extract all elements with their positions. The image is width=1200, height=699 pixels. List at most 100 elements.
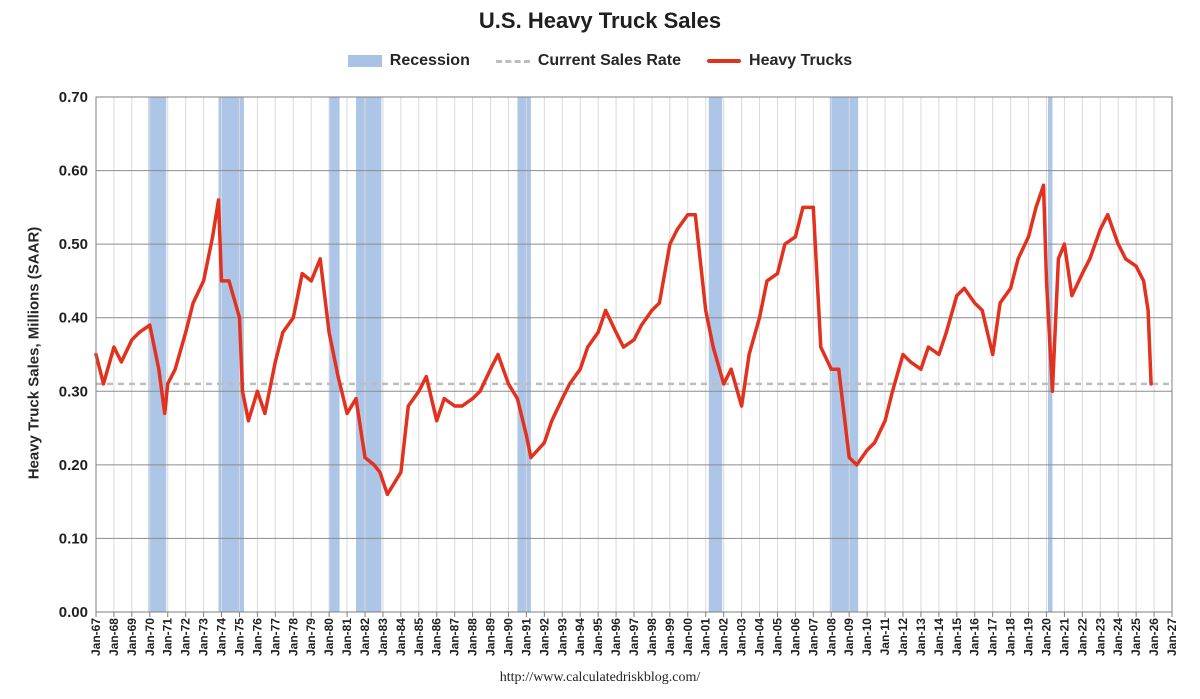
y-tick-label: 0.10: [59, 530, 88, 547]
heavy-trucks-point: [847, 455, 851, 460]
heavy-trucks-point: [524, 433, 529, 438]
heavy-trucks-point: [829, 367, 833, 371]
heavy-trucks-point: [345, 411, 349, 415]
x-tick-label: Jan-17: [986, 618, 1000, 656]
y-tick-label: 0.40: [59, 310, 88, 327]
heavy-trucks-point: [1134, 264, 1138, 268]
heavy-trucks-point: [650, 308, 654, 312]
x-tick-label: Jan-72: [179, 618, 193, 656]
legend-item-heavy-trucks: Heavy Trucks: [707, 52, 852, 70]
x-tick-label: Jan-71: [161, 618, 175, 656]
heavy-trucks-point: [1041, 183, 1046, 187]
heavy-trucks-point: [406, 404, 410, 408]
heavy-trucks-point: [506, 382, 511, 386]
heavy-trucks-point: [586, 345, 590, 349]
heavy-trucks-point: [130, 338, 134, 342]
x-tick-label: Jan-89: [484, 618, 498, 656]
x-tick-label: Jan-07: [806, 618, 820, 656]
heavy-trucks-point: [901, 352, 905, 357]
heavy-trucks-point: [614, 330, 618, 335]
heavy-trucks-point: [173, 367, 177, 371]
heavy-trucks-point: [112, 345, 116, 349]
heavy-trucks-point: [560, 397, 564, 401]
x-tick-label: Jan-82: [358, 618, 372, 656]
heavy-trucks-point: [550, 419, 554, 423]
heavy-trucks-point: [811, 205, 815, 209]
heavy-trucks-point: [273, 360, 277, 364]
source-url: http://www.calculatedriskblog.com/: [499, 670, 701, 685]
recession-band-7: [829, 97, 859, 612]
x-tick-label: Jan-15: [950, 618, 964, 656]
heavy-trucks-point: [219, 279, 224, 283]
heavy-trucks-point: [991, 352, 995, 357]
recession-band-4: [356, 97, 382, 612]
heavy-trucks-point: [318, 257, 322, 261]
heavy-trucks-point: [1056, 257, 1061, 261]
chart-title: U.S. Heavy Truck Sales: [478, 8, 722, 33]
heavy-trucks-point: [515, 397, 520, 401]
x-tick-label: Jan-81: [340, 618, 354, 656]
x-axis-ticks: Jan-67 Jan-68 Jan-69 Jan-70 Jan-71 Jan-72 Jan-…: [89, 612, 1179, 656]
legend-label-current-sales-rate: Current Sales Rate: [537, 52, 682, 69]
heavy-trucks-point: [1080, 271, 1084, 276]
heavy-trucks-point: [657, 301, 662, 305]
heavy-trucks-point: [542, 441, 546, 445]
heavy-trucks-point: [837, 367, 841, 371]
x-tick-label: Jan-06: [788, 618, 802, 656]
y-axis-ticks: 0.00 0.10 0.20 0.30 0.40 0.50 0.60 0.70: [59, 89, 88, 621]
x-tick-label: Jan-24: [1111, 618, 1125, 656]
heavy-trucks-point: [621, 345, 626, 349]
x-tick-label: Jan-20: [1039, 618, 1053, 656]
x-tick-label: Jan-08: [824, 618, 838, 656]
heavy-trucks-point: [529, 455, 533, 460]
heavy-trucks-point: [166, 382, 170, 386]
heavy-trucks-point: [604, 308, 608, 312]
heavy-trucks-point: [216, 198, 221, 202]
heavy-trucks-point: [385, 492, 390, 496]
heavy-trucks-point: [210, 235, 215, 239]
heavy-trucks-point: [1062, 242, 1066, 246]
x-tick-label: Jan-04: [753, 618, 767, 656]
legend-item-recession: Recession: [347, 52, 470, 70]
heavy-trucks-point: [919, 367, 923, 371]
heavy-trucks-point: [191, 301, 195, 305]
x-tick-label: Jan-96: [609, 618, 623, 656]
heavy-trucks-point: [926, 345, 931, 349]
heavy-trucks-point: [1034, 205, 1038, 209]
x-tick-label: Jan-83: [376, 618, 390, 656]
heavy-trucks-point: [639, 323, 644, 327]
heavy-trucks-point: [184, 330, 188, 335]
x-tick-label: Jan-13: [914, 618, 928, 656]
heavy-trucks-point: [119, 360, 124, 364]
heavy-trucks-point: [372, 463, 376, 467]
x-tick-label: Jan-77: [268, 618, 282, 656]
heavy-trucks-point: [1044, 279, 1049, 283]
heavy-trucks-point: [596, 330, 600, 335]
heavy-trucks-point: [1088, 257, 1092, 261]
heavy-trucks-point: [890, 389, 895, 393]
x-tick-label: Jan-91: [519, 618, 533, 656]
heavy-trucks-point: [240, 389, 245, 393]
x-tick-label: Jan-73: [197, 618, 211, 656]
x-tick-label: Jan-26: [1147, 618, 1161, 656]
x-tick-label: Jan-00: [681, 618, 695, 656]
heavy-trucks-point: [442, 397, 446, 401]
heavy-trucks-point: [1016, 257, 1020, 261]
heavy-trucks-point: [453, 404, 457, 408]
recession-swatch: [347, 55, 382, 67]
heavy-trucks-point: [163, 411, 167, 415]
heavy-trucks-point: [775, 271, 780, 276]
x-tick-label: Jan-69: [125, 618, 139, 656]
x-tick-label: Jan-87: [448, 618, 462, 656]
heavy-trucks-point: [962, 286, 966, 290]
heavy-trucks-point: [944, 330, 948, 335]
heavy-trucks-point: [1070, 294, 1074, 298]
heavy-trucks-point: [1106, 213, 1110, 217]
x-tick-label: Jan-79: [304, 618, 318, 656]
heavy-trucks-point: [568, 382, 572, 386]
y-tick-label: 0.00: [59, 604, 88, 621]
heavy-trucks-point: [460, 404, 464, 408]
heavy-trucks-point: [740, 404, 744, 408]
x-tick-label: Jan-74: [215, 618, 229, 656]
